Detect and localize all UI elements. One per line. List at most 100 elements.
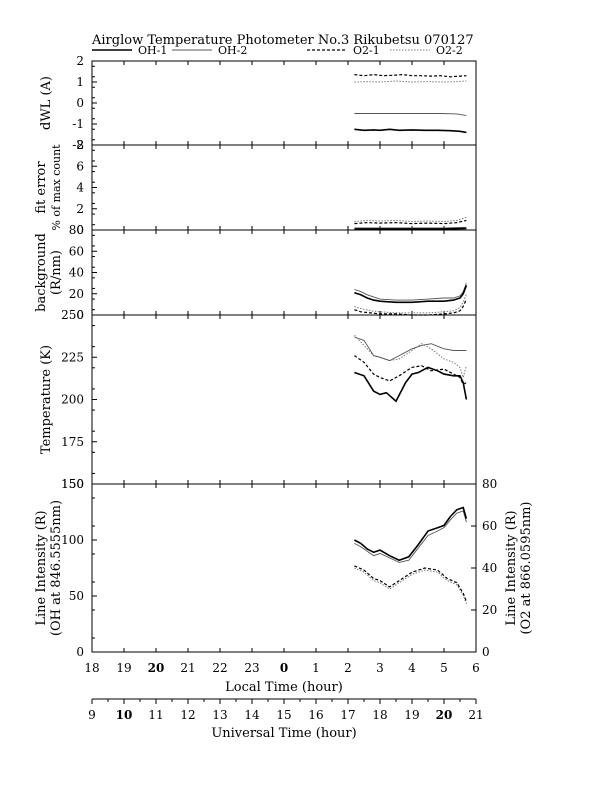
ytick-label-fit-1: 2 <box>76 202 84 216</box>
legend-label-oh2: OH-2 <box>218 44 247 57</box>
ytick-label-dwl-1: -1 <box>72 117 84 131</box>
series-dwl-o22 <box>354 80 467 83</box>
xtick-ut-label-7: 16 <box>308 708 323 722</box>
ytick-label-int-1: 50 <box>69 589 84 603</box>
legend: OH-1 OH-2 O2-1 O2-2 <box>92 44 463 57</box>
series-fit-oh2 <box>354 226 467 229</box>
series-dwl-oh1 <box>354 128 467 134</box>
ytick-label-bg-4: 80 <box>69 223 84 237</box>
ytick-label-dwl-0: -2 <box>72 138 84 152</box>
series-bg-o22 <box>354 293 467 314</box>
ytick-label-bg-3: 60 <box>69 244 84 258</box>
xtick-ut-label-8: 17 <box>340 708 355 722</box>
ytick-label-temp-0: 150 <box>61 477 84 491</box>
xtick-local-label-10: 4 <box>408 661 416 675</box>
panel-temp: 150 175 200 225 250 Temperature (K) <box>39 308 477 491</box>
ylabel-dwl-0: dWL (A) <box>39 76 54 130</box>
x-axis-local-label: Local Time (hour) <box>225 680 343 695</box>
panel-int: 0 50 100 150 Line Intensity (R) (OH at 846.55… <box>34 477 534 659</box>
xtick-local-label-5: 23 <box>244 661 259 675</box>
xtick-local-label-7: 1 <box>312 661 320 675</box>
series-bg-o21 <box>354 298 467 316</box>
ylabel-bg-1: (R/nm) <box>49 250 64 295</box>
xtick-local-label-8: 2 <box>344 661 352 675</box>
xtick-ut-label-10: 19 <box>404 708 419 722</box>
series-int-oh1 <box>354 506 468 562</box>
series-int-oh2 <box>354 510 467 563</box>
xtick-local-label-12: 6 <box>472 661 480 675</box>
ytick-label-temp-4: 250 <box>61 308 84 322</box>
ytick-right-label-4: 80 <box>482 477 497 491</box>
xtick-local-label-1: 19 <box>116 661 131 675</box>
ytick-label-bg-0: 0 <box>76 308 84 322</box>
ylabel-fit-0: fit error <box>34 161 49 214</box>
series-temp-oh1 <box>354 366 468 403</box>
xtick-local-label-4: 22 <box>212 661 227 675</box>
xtick-ut-label-1: 10 <box>116 708 133 722</box>
xtick-ut-label-4: 13 <box>212 708 227 722</box>
series-dwl-oh2 <box>354 113 467 117</box>
ytick-label-fit-2: 4 <box>76 181 84 195</box>
panel-fit: 0 2 4 6 8 fit error% of max count <box>34 138 477 237</box>
panel-frame-int <box>91 483 477 653</box>
ytick-label-temp-3: 225 <box>61 350 84 364</box>
ytick-label-int-3: 150 <box>61 477 84 491</box>
xtick-ut-label-5: 14 <box>244 708 260 722</box>
series-fit-o22 <box>354 216 467 223</box>
xtick-local-label-9: 3 <box>376 661 384 675</box>
series-fit-oh1 <box>354 227 467 230</box>
xtick-local-label-3: 21 <box>180 661 195 675</box>
xtick-ut-label-3: 12 <box>180 708 195 722</box>
series-int-o22 <box>354 567 467 604</box>
ytick-label-int-0: 0 <box>76 645 84 659</box>
x-axis-universal: 9 10 11 12 13 14 15 16 17 18 19 20 21 Universal Time … <box>88 698 484 741</box>
xtick-local-label-0: 18 <box>84 661 99 675</box>
series-int-o21 <box>354 565 467 602</box>
xtick-ut-label-9: 18 <box>372 708 387 722</box>
ylabel-fit-1: % of max count <box>50 144 63 231</box>
chart-title: Airglow Temperature Photometer No.3 Riku… <box>91 33 474 48</box>
ytick-label-dwl-3: 1 <box>76 75 84 89</box>
legend-label-o22: O2-2 <box>436 44 463 57</box>
ytick-label-temp-1: 175 <box>61 435 84 449</box>
ytick-right-label-1: 20 <box>482 603 497 617</box>
series-fit-o21 <box>354 219 467 225</box>
ytick-right-label-2: 40 <box>482 561 497 575</box>
ytick-right-label-0: 0 <box>482 645 490 659</box>
series-dwl-o21 <box>354 73 467 78</box>
xtick-ut-label-2: 11 <box>148 708 163 722</box>
ytick-right-label-3: 60 <box>482 519 497 533</box>
x-axis-universal-label: Universal Time (hour) <box>211 726 356 741</box>
ylabel-int-1: (OH at 846.5555nm) <box>49 500 64 636</box>
xtick-local-label-2: 20 <box>148 661 165 675</box>
panel-frame-dwl <box>91 60 477 146</box>
series-temp-o22 <box>354 334 467 380</box>
legend-label-oh1: OH-1 <box>138 44 167 57</box>
ytick-label-bg-2: 40 <box>69 266 84 280</box>
ytick-label-int-2: 100 <box>61 533 84 547</box>
series-bg-oh2 <box>354 282 467 301</box>
ylabel-bg-0: background <box>34 233 49 312</box>
ytick-label-fit-4: 8 <box>76 138 84 152</box>
series-bg-oh1 <box>354 285 468 304</box>
ytick-label-dwl-4: 2 <box>76 54 84 68</box>
panel-dwl: -2 -1 0 1 2 dWL (A) <box>39 54 477 152</box>
ylabel-right-1: (O2 at 866.0595nm) <box>519 501 534 634</box>
ytick-label-temp-2: 200 <box>61 393 84 407</box>
series-temp-oh2 <box>354 336 467 362</box>
panel-bg: 0 20 40 60 80 background (R/nm) <box>34 223 477 322</box>
ytick-label-fit-0: 0 <box>76 223 84 237</box>
xtick-local-label-11: 5 <box>440 661 448 675</box>
ytick-label-dwl-2: 0 <box>76 96 84 110</box>
xtick-local-label-6: 0 <box>280 661 288 675</box>
panel-frame-fit <box>91 144 477 231</box>
ylabel-temp-0: Temperature (K) <box>39 345 54 454</box>
ytick-label-fit-3: 6 <box>76 159 84 173</box>
xtick-ut-label-12: 21 <box>468 708 483 722</box>
xtick-ut-label-11: 20 <box>436 708 453 722</box>
xtick-ut-label-6: 15 <box>276 708 291 722</box>
ylabel-right-0: Line Intensity (R) <box>504 510 519 625</box>
ytick-label-bg-1: 20 <box>69 287 84 301</box>
